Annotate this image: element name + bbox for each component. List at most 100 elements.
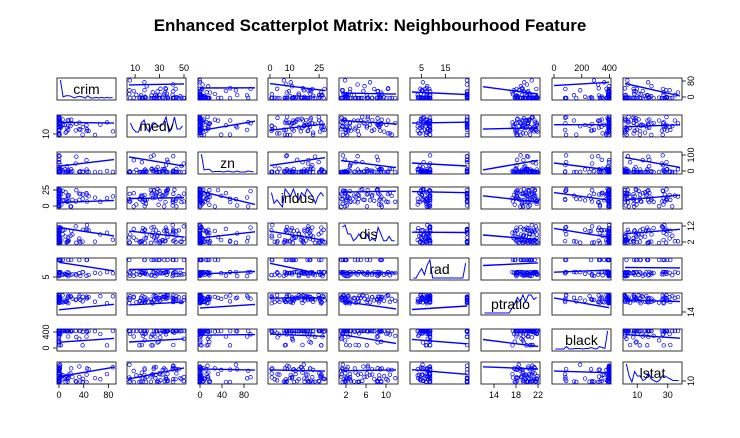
panel-lstat-vs-dis — [338, 361, 399, 385]
fit-line — [269, 369, 326, 372]
data-point — [532, 188, 537, 194]
panel-rad-vs-crim — [56, 257, 117, 281]
data-point — [464, 168, 470, 173]
data-point — [564, 114, 569, 120]
data-point — [386, 118, 391, 123]
data-point — [202, 272, 207, 277]
data-point — [84, 223, 90, 228]
data-point — [80, 299, 85, 304]
data-point — [374, 154, 379, 159]
data-point — [379, 204, 384, 209]
data-point — [178, 270, 183, 275]
data-point — [387, 332, 393, 337]
data-point — [464, 82, 470, 87]
panel-dis-vs-crim — [56, 222, 117, 246]
data-point — [127, 362, 132, 367]
data-point — [563, 224, 569, 230]
data-point — [340, 362, 345, 367]
data-point — [532, 328, 537, 334]
data-point — [197, 240, 203, 245]
data-point — [356, 123, 362, 128]
data-point — [212, 294, 218, 300]
tick-label-ptratio: 18 — [511, 390, 521, 400]
data-point — [227, 95, 233, 101]
data-point — [66, 195, 71, 200]
data-point — [56, 332, 62, 337]
data-point — [625, 200, 631, 205]
data-point — [385, 131, 391, 136]
data-point — [162, 239, 167, 244]
data-point — [98, 294, 103, 299]
data-point — [510, 230, 515, 235]
data-point — [589, 161, 595, 166]
data-point — [137, 239, 142, 244]
data-point — [660, 132, 665, 137]
data-point — [131, 294, 136, 299]
data-point — [66, 167, 71, 173]
data-point — [178, 329, 183, 334]
data-point — [303, 294, 309, 300]
data-point — [316, 114, 321, 120]
data-point — [520, 338, 526, 343]
data-point — [587, 123, 592, 128]
tick-label-crim: 40 — [79, 390, 89, 400]
data-point — [289, 225, 295, 231]
density-curve — [555, 330, 609, 350]
data-point — [419, 124, 424, 129]
data-point — [649, 232, 654, 237]
data-point — [353, 342, 358, 348]
data-point — [606, 84, 612, 89]
data-point — [659, 224, 665, 229]
data-point — [275, 335, 280, 340]
data-point — [606, 160, 612, 165]
data-point — [322, 298, 327, 303]
data-point — [656, 169, 662, 175]
data-point — [656, 257, 662, 263]
data-point — [626, 270, 631, 276]
data-point — [80, 376, 86, 381]
data-point — [181, 295, 187, 300]
data-point — [269, 92, 274, 97]
data-point — [293, 169, 298, 175]
data-point — [649, 239, 654, 244]
data-point — [92, 329, 98, 334]
data-point — [148, 379, 154, 384]
data-point — [150, 230, 155, 235]
data-point — [80, 269, 86, 275]
panel-crim-vs-rad — [409, 77, 470, 101]
data-point — [587, 229, 592, 234]
data-point — [664, 95, 670, 100]
data-point — [227, 132, 233, 137]
data-point — [427, 128, 433, 133]
data-point — [529, 335, 535, 340]
panel-frame — [338, 151, 399, 175]
data-point — [246, 368, 251, 374]
data-point — [464, 200, 470, 205]
data-point — [269, 228, 274, 233]
panel-frame — [56, 151, 117, 175]
data-point — [358, 95, 363, 101]
data-point — [178, 94, 183, 99]
data-point — [179, 199, 184, 205]
data-point — [358, 257, 363, 263]
panel-indus-vs-medv — [126, 186, 187, 210]
data-point — [378, 95, 383, 100]
data-point — [525, 240, 531, 245]
fit-line — [411, 338, 468, 345]
data-point — [164, 296, 170, 301]
data-point — [110, 294, 116, 299]
data-point — [207, 328, 213, 334]
data-point — [158, 330, 163, 336]
panel-indus-vs-ptratio — [480, 186, 541, 210]
data-point — [370, 193, 375, 198]
data-point — [80, 294, 86, 299]
data-point — [171, 270, 176, 276]
data-point — [173, 198, 178, 203]
data-point — [293, 95, 298, 101]
data-point — [534, 376, 539, 381]
data-point — [317, 328, 323, 334]
data-point — [596, 125, 602, 130]
data-point — [84, 329, 90, 334]
data-point — [523, 117, 528, 123]
data-point — [591, 169, 597, 174]
